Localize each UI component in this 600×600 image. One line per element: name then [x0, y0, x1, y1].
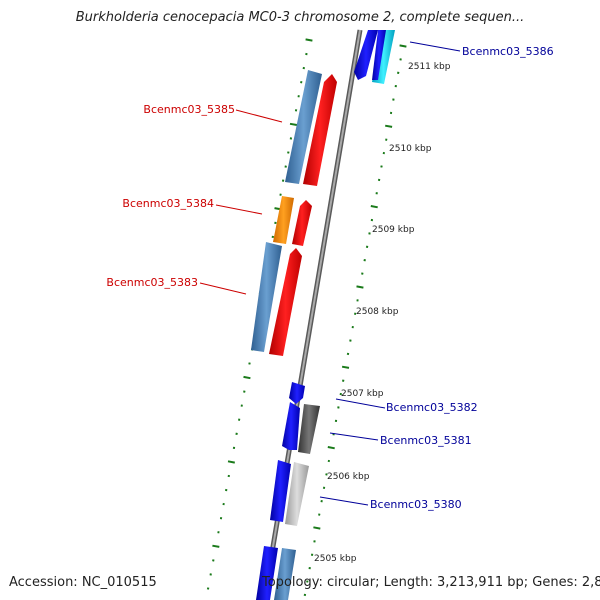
tick-label-2511: 2511 kbp — [408, 62, 451, 72]
gene-5381-darkgray[interactable] — [298, 404, 320, 454]
gene-5385-steel[interactable] — [285, 70, 322, 184]
tick-label-2507: 2507 kbp — [341, 389, 384, 399]
gene-5380-lightgray[interactable] — [285, 462, 309, 526]
gene-5383-red[interactable] — [269, 248, 302, 356]
gene-5382-blue-small[interactable] — [289, 382, 305, 404]
tick-label-2506: 2506 kbp — [327, 472, 370, 482]
gene-5382-blue[interactable] — [282, 402, 300, 450]
gene-5379-steel[interactable] — [274, 548, 296, 600]
label-leaders — [199, 41, 461, 506]
scale-major-tick — [227, 460, 235, 464]
tick-label-2505: 2505 kbp — [314, 554, 357, 564]
gene-label-5382[interactable]: Bcenmc03_5382 — [386, 401, 478, 414]
tick-label-2510: 2510 kbp — [389, 144, 432, 154]
gene-5384-orange[interactable] — [273, 196, 294, 244]
gene-5383-steel[interactable] — [251, 242, 282, 352]
gene-label-5383[interactable]: Bcenmc03_5383 — [106, 276, 198, 289]
topology-text: Topology: circular; Length: 3,213,911 bp… — [262, 575, 600, 590]
gene-label-5380[interactable]: Bcenmc03_5380 — [370, 498, 462, 511]
map-title: Burkholderia cenocepacia MC0-3 chromosom… — [75, 10, 525, 25]
gene-label-5384[interactable]: Bcenmc03_5384 — [122, 197, 214, 210]
accession-text: Accession: NC_010515 — [9, 575, 157, 590]
inner-scale-dots — [303, 44, 407, 597]
scale-major-tick — [385, 124, 393, 128]
strand-b-genes — [269, 30, 395, 600]
scale-major-tick — [327, 446, 335, 450]
gene-label-5386[interactable]: Bcenmc03_5386 — [462, 45, 554, 58]
tick-label-2508: 2508 kbp — [356, 307, 399, 317]
scale-major-tick — [305, 38, 313, 42]
tick-label-2509: 2509 kbp — [372, 225, 415, 235]
gene-label-5385[interactable]: Bcenmc03_5385 — [143, 103, 235, 116]
gene-5379-blue[interactable] — [256, 546, 278, 600]
gene-5385-red[interactable] — [303, 74, 337, 186]
scale-major-tick — [289, 122, 298, 126]
gene-5380-blue[interactable] — [270, 460, 291, 522]
scale-major-tick — [341, 365, 350, 369]
gene-5384-red[interactable] — [292, 200, 312, 246]
scale-major-tick — [356, 285, 364, 289]
gene-top-blue[interactable] — [354, 30, 378, 80]
gene-5386-blue[interactable] — [372, 30, 386, 80]
scale-major-tick — [212, 544, 220, 548]
scale-major-tick — [370, 205, 378, 209]
strand-a-genes — [251, 30, 378, 600]
scale-major-tick — [313, 526, 321, 530]
scale-major-tick — [243, 375, 251, 380]
scale-major-tick — [399, 44, 407, 48]
gene-label-5381[interactable]: Bcenmc03_5381 — [380, 434, 472, 447]
